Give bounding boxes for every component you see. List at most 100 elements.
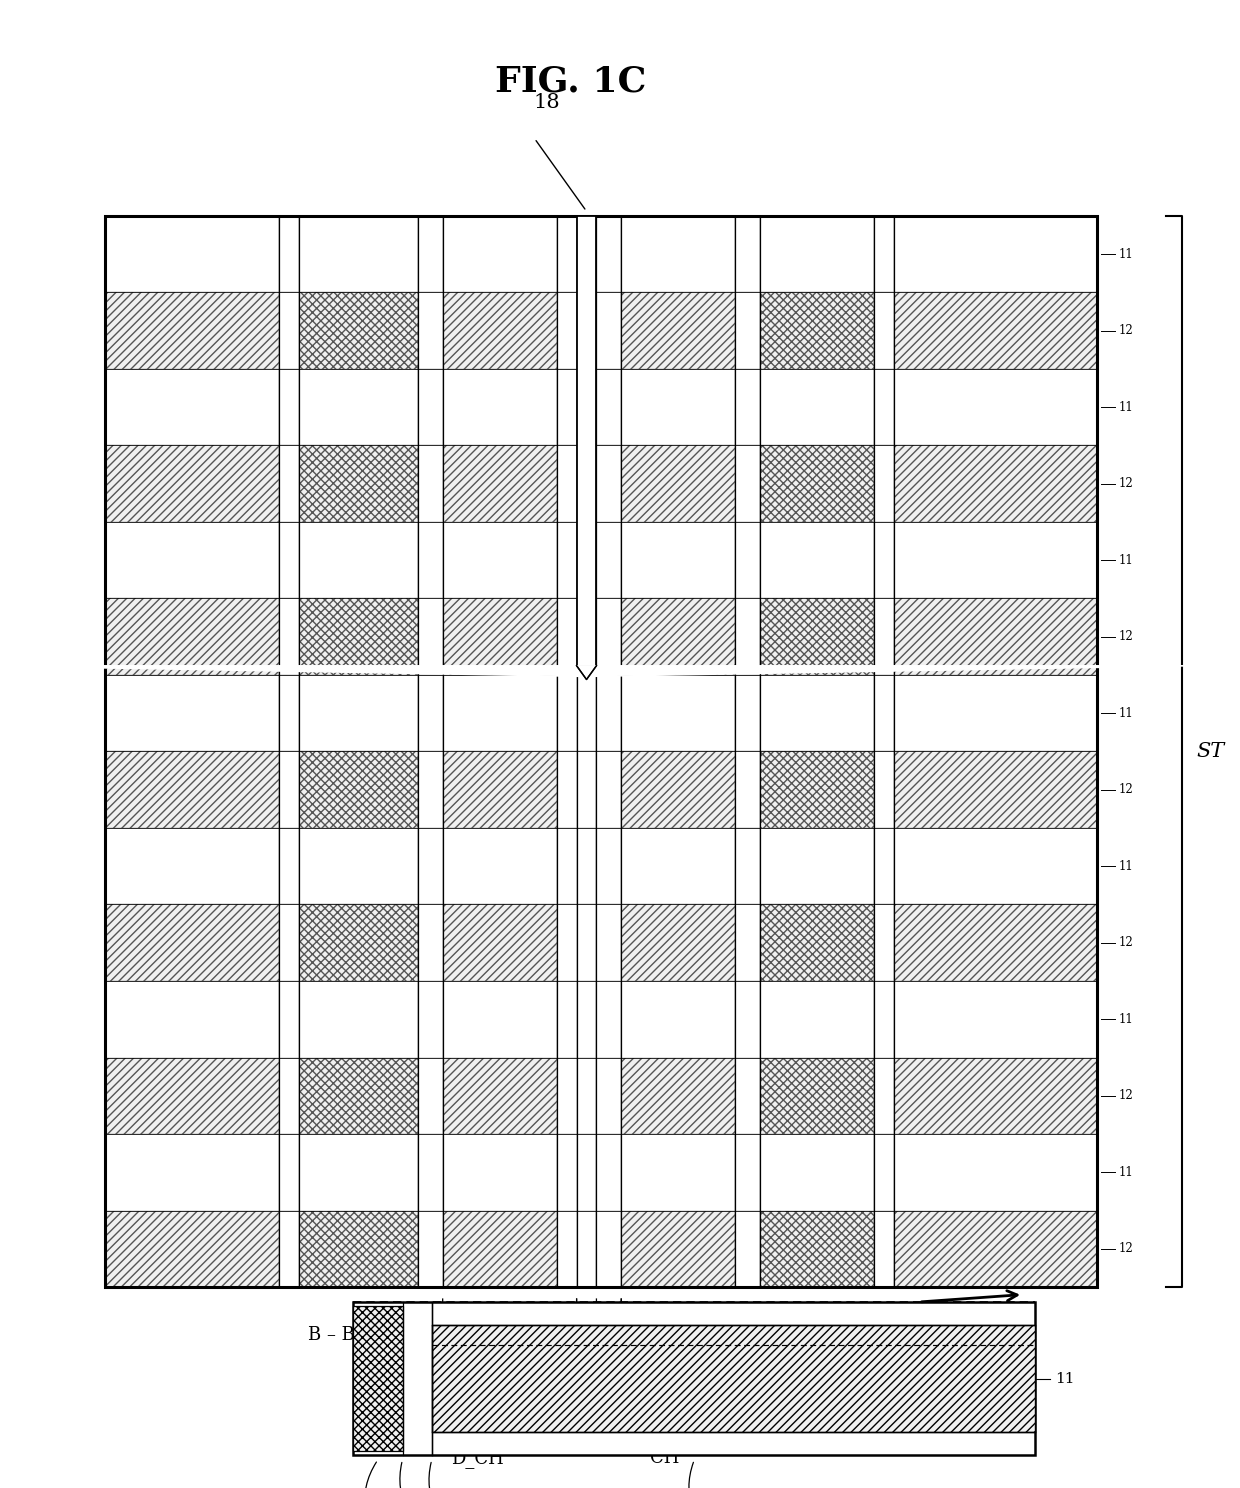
Bar <box>557 445 577 522</box>
Bar <box>418 1211 443 1287</box>
Bar <box>894 292 1097 369</box>
Bar <box>443 751 557 827</box>
Bar <box>299 1211 418 1287</box>
Bar <box>557 1058 577 1134</box>
Bar <box>596 827 621 905</box>
Bar <box>621 216 735 1287</box>
Bar <box>894 1211 1097 1287</box>
Bar <box>874 676 894 751</box>
Bar <box>279 522 299 598</box>
Bar <box>760 981 874 1058</box>
Bar <box>279 676 299 751</box>
Bar <box>596 1211 621 1287</box>
Bar <box>874 445 894 522</box>
Bar <box>621 598 735 676</box>
Bar <box>621 1058 735 1134</box>
Text: 16A: 16A <box>682 1414 712 1427</box>
Bar <box>760 751 874 827</box>
Bar <box>418 981 443 1058</box>
Text: 15B: 15B <box>463 1414 492 1427</box>
Bar <box>443 216 557 292</box>
Text: 15A: 15A <box>650 1414 680 1427</box>
Bar <box>760 369 874 445</box>
Bar <box>279 1134 299 1211</box>
Text: 12: 12 <box>1118 1089 1133 1103</box>
Text: 12: 12 <box>1118 324 1133 338</box>
Bar <box>577 751 596 827</box>
Bar <box>279 369 299 445</box>
Bar <box>596 598 621 676</box>
Bar <box>418 216 443 292</box>
Bar <box>577 981 596 1058</box>
Bar <box>105 522 279 598</box>
Bar <box>443 445 557 522</box>
Bar <box>299 445 418 522</box>
Text: 17A: 17A <box>618 1414 647 1427</box>
Bar <box>621 981 735 1058</box>
Bar <box>735 981 760 1058</box>
Bar <box>418 676 443 751</box>
Bar <box>557 216 577 292</box>
Bar <box>105 751 279 827</box>
Text: 12: 12 <box>1118 936 1133 949</box>
Bar <box>418 522 443 598</box>
Bar <box>443 292 557 369</box>
Bar <box>299 676 418 751</box>
Bar <box>735 445 760 522</box>
Bar <box>557 369 577 445</box>
Bar <box>621 369 735 445</box>
Bar <box>279 598 299 676</box>
Bar <box>443 522 557 598</box>
Bar <box>621 445 735 522</box>
Bar <box>299 598 418 676</box>
Bar <box>105 676 279 751</box>
Bar <box>874 751 894 827</box>
Bar <box>299 1058 418 1134</box>
Bar <box>279 292 299 369</box>
Text: 11: 11 <box>1118 1013 1133 1025</box>
Bar <box>760 1058 874 1134</box>
Bar <box>735 676 760 751</box>
Bar <box>735 292 760 369</box>
Bar <box>443 1134 557 1211</box>
Bar <box>443 598 557 676</box>
Bar <box>577 1058 596 1134</box>
Bar <box>874 827 894 905</box>
Bar <box>443 369 557 445</box>
Bar <box>596 676 621 751</box>
Bar <box>279 1058 299 1134</box>
Bar <box>418 598 443 676</box>
Bar <box>105 216 1097 1287</box>
Bar <box>894 905 1097 981</box>
Text: B – B': B – B' <box>308 1326 360 1344</box>
Polygon shape <box>0 665 1197 677</box>
Bar <box>443 676 557 751</box>
Bar <box>735 1211 760 1287</box>
Bar <box>760 292 874 369</box>
Bar <box>443 981 557 1058</box>
Bar <box>894 445 1097 522</box>
Bar <box>299 905 418 981</box>
Text: 11: 11 <box>1118 860 1133 873</box>
Bar <box>577 1211 596 1287</box>
Bar <box>621 1211 735 1287</box>
Bar <box>874 1134 894 1211</box>
Bar <box>279 1211 299 1287</box>
Bar <box>760 1134 874 1211</box>
Text: 11: 11 <box>1118 554 1133 567</box>
Bar <box>577 369 596 445</box>
Bar <box>735 1058 760 1134</box>
Bar <box>105 905 279 981</box>
Bar <box>596 751 621 827</box>
Text: 11: 11 <box>1118 1165 1133 1178</box>
Text: 11: 11 <box>1118 400 1133 414</box>
Bar <box>894 369 1097 445</box>
Bar <box>557 981 577 1058</box>
Bar <box>894 981 1097 1058</box>
Bar <box>596 216 621 292</box>
Bar <box>577 445 596 522</box>
Bar <box>596 369 621 445</box>
Bar <box>105 292 279 369</box>
Bar <box>760 598 874 676</box>
Bar <box>894 216 1097 292</box>
